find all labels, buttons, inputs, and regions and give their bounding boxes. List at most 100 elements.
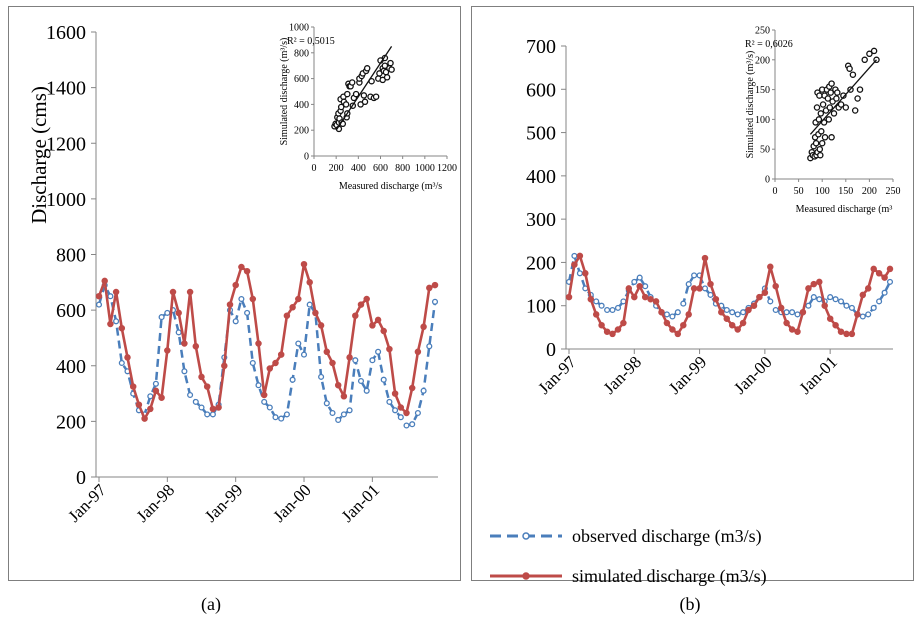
simulated-point [215, 404, 222, 411]
observed-point [870, 304, 877, 311]
inset-x-axis-title: Measured discharge (m³ [796, 204, 893, 215]
inset-scatter-point [827, 89, 834, 96]
x-tick-label: Jan-99 [201, 480, 246, 525]
simulated-point [209, 405, 217, 413]
inset-scatter-point [388, 66, 395, 73]
simulated-point [369, 322, 376, 329]
simulated-point [181, 340, 188, 347]
simulated-point [147, 405, 154, 413]
simulated-point [164, 347, 171, 354]
inset-x-tick-label: 50 [794, 186, 804, 197]
simulated-point [598, 321, 605, 329]
caption-a: (a) [201, 594, 221, 615]
inset-scatter-point [337, 103, 345, 111]
x-tick-label: Jan-98 [600, 352, 645, 397]
simulated-point [431, 281, 439, 289]
simulated-point [826, 315, 834, 322]
inset-y-axis-title: Simulated discharge (m³/s) [279, 38, 290, 146]
x-tick-label: Jan-00 [730, 352, 775, 397]
inset-y-tick-label: 200 [755, 55, 770, 66]
simulated-point [391, 390, 399, 397]
observed-point [865, 311, 872, 318]
simulated-point [728, 321, 736, 329]
observed-point [783, 309, 790, 316]
inset-scatter-point [866, 50, 873, 58]
legend: observed discharge (m3/s) simulated disc… [490, 526, 767, 587]
observed-point [306, 301, 313, 308]
inset-scatter-point [837, 101, 845, 108]
observed-point [340, 411, 347, 418]
observed-point [426, 343, 433, 350]
observed-point [232, 318, 239, 325]
observed-point [837, 298, 845, 305]
simulated-point [810, 280, 818, 288]
observed-point [642, 283, 649, 290]
inset-scatter-point [817, 110, 825, 117]
inset-x-tick-label: 400 [351, 163, 366, 174]
observed-point [680, 300, 687, 307]
simulated-point [614, 326, 622, 333]
simulated-point [357, 301, 365, 308]
observed-point [598, 302, 605, 309]
simulated-point [587, 295, 595, 303]
simulated-point [380, 327, 387, 335]
observed-point [107, 293, 114, 300]
observed-point [175, 329, 182, 336]
observed-point [723, 306, 730, 314]
inset-scatter-point [842, 104, 850, 111]
simulated-point [592, 311, 600, 318]
simulated-point [101, 277, 108, 285]
observed-point [729, 309, 736, 316]
inset-y-tick-label: 200 [294, 126, 309, 137]
observed-point [414, 409, 421, 417]
observed-point [318, 373, 325, 380]
inset-x-tick-label: 1200 [437, 163, 457, 174]
inset-scatter-point [870, 47, 878, 55]
inset-scatter-point [816, 92, 823, 99]
simulated-point [761, 289, 769, 296]
observed-point [289, 376, 296, 383]
simulated-series-line [567, 254, 892, 336]
inset-y-tick-label: 250 [755, 26, 770, 37]
inset-x-tick-label: 600 [373, 163, 388, 174]
observed-point [576, 270, 583, 277]
observed-point [152, 380, 159, 387]
observed-point [571, 252, 578, 259]
inset-x-tick-label: 800 [395, 163, 410, 174]
simulated-point [306, 279, 313, 286]
observed-point [147, 393, 154, 400]
simulated-point [352, 312, 359, 319]
inset-scatter-point [821, 134, 829, 141]
simulated-point [647, 295, 654, 303]
inset-scatter-point [352, 90, 360, 98]
inset-scatter-point [856, 86, 864, 93]
simulated-point [777, 304, 785, 312]
inset-scatter-point [826, 104, 834, 111]
observed-point [346, 407, 353, 414]
observed-point [95, 301, 103, 308]
simulated-point [232, 281, 239, 289]
observed-point [431, 298, 439, 305]
observed-point [375, 348, 382, 355]
inset-y-tick-label: 150 [755, 85, 770, 96]
simulated-point [169, 288, 177, 296]
simulated-point [641, 293, 649, 301]
simulated-point [329, 359, 336, 367]
simulated-point [107, 320, 114, 328]
observed-point [164, 309, 171, 316]
y-tick-label: 200 [56, 411, 86, 433]
y-tick-label: 100 [526, 296, 556, 318]
y-tick-label: 300 [526, 209, 556, 231]
simulated-point [864, 285, 872, 292]
observed-point [772, 306, 779, 314]
inset-scatter-point [813, 104, 821, 111]
y-tick-label: 800 [56, 245, 86, 267]
simulated-point [408, 384, 416, 392]
observed-point [669, 313, 676, 320]
simulated-point [238, 263, 245, 271]
simulated-point [739, 319, 747, 327]
y-tick-label: 200 [526, 252, 556, 274]
simulated-point [346, 354, 353, 361]
simulated-point [788, 326, 796, 333]
y-tick-label: 500 [526, 123, 556, 145]
